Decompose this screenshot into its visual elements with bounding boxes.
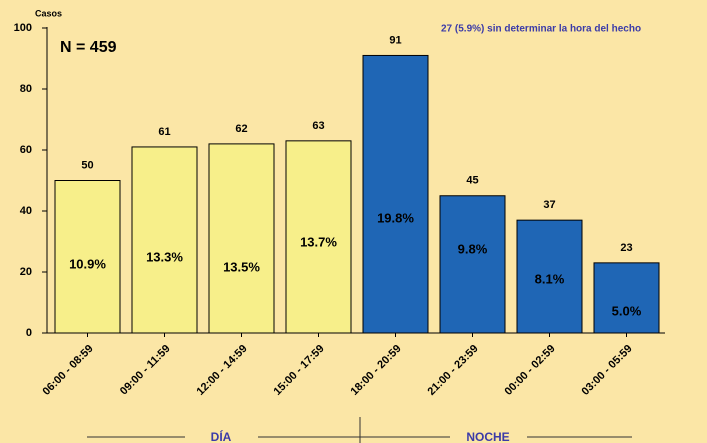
percent-label: 13.3%: [146, 249, 183, 264]
percent-label: 19.8%: [377, 210, 414, 225]
group-label: NOCHE: [466, 430, 509, 443]
value-label: 61: [158, 126, 170, 138]
annotation: 27 (5.9%) sin determinar la hora del hec…: [441, 24, 641, 35]
bar: [131, 146, 198, 334]
value-label: 91: [389, 34, 401, 46]
y-tick-label: 0: [26, 327, 32, 339]
y-tick-label: 20: [20, 266, 32, 278]
percent-label: 10.9%: [69, 256, 106, 271]
percent-label: 13.5%: [223, 259, 260, 274]
value-label: 45: [466, 175, 478, 187]
bar: [516, 219, 583, 334]
value-label: 50: [81, 159, 93, 171]
bar: [54, 180, 121, 334]
bar: [208, 143, 275, 334]
group-label: DÍA: [211, 429, 232, 443]
y-axis-label: Casos: [35, 8, 62, 18]
percent-label: 5.0%: [612, 303, 642, 318]
value-label: 37: [543, 199, 555, 211]
y-tick-label: 100: [14, 22, 32, 34]
bar: [593, 262, 660, 334]
value-label: 23: [620, 242, 632, 254]
subtitle: N = 459: [60, 39, 117, 56]
percent-label: 13.7%: [300, 234, 337, 249]
y-tick-label: 60: [20, 144, 32, 156]
y-tick-label: 40: [20, 205, 32, 217]
bar: [439, 195, 506, 334]
percent-label: 8.1%: [535, 271, 565, 286]
y-tick-label: 80: [20, 83, 32, 95]
percent-label: 9.8%: [458, 241, 488, 256]
bar: [362, 54, 429, 334]
value-label: 63: [312, 120, 324, 132]
value-label: 62: [235, 123, 247, 135]
